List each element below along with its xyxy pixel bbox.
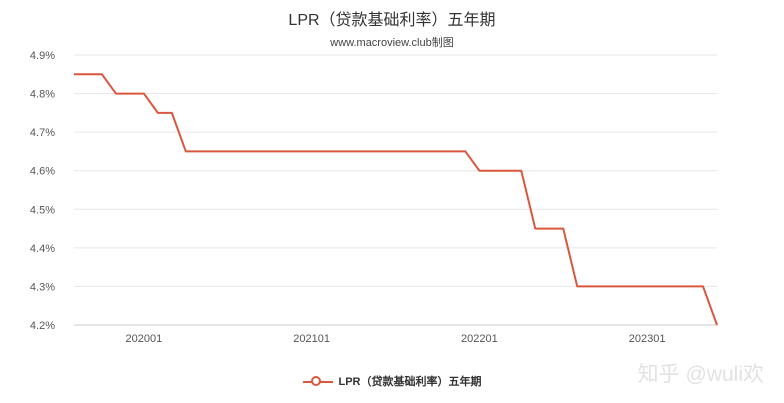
gridlines (74, 54, 717, 326)
y-tick-label: 4.4% (30, 243, 55, 255)
y-axis: 4.9% 4.8% 4.7% 4.6% 4.5% 4.4% 4.3% 4.2% (30, 50, 55, 332)
y-tick-label: 4.7% (30, 127, 55, 139)
series-line[interactable] (74, 73, 718, 326)
y-tick-label: 4.8% (30, 89, 55, 101)
legend[interactable]: LPR（贷款基础利率）五年期 (0, 373, 784, 389)
series (74, 73, 718, 326)
y-tick-label: 4.5% (30, 204, 55, 216)
legend-marker-icon (302, 376, 333, 388)
legend-label: LPR（贷款基础利率）五年期 (338, 376, 482, 388)
y-tick-label: 4.6% (30, 166, 55, 178)
x-tick-label: 202101 (293, 333, 330, 345)
x-tick-label: 202001 (126, 333, 163, 345)
y-tick-label: 4.2% (30, 320, 55, 332)
y-tick-label: 4.3% (30, 281, 55, 293)
chart-subtitle: www.macroview.club制图 (330, 37, 454, 49)
y-tick-label: 4.9% (30, 50, 55, 62)
x-tick-label: 202201 (461, 333, 498, 345)
chart-title: LPR（贷款基础利率）五年期 (288, 12, 496, 29)
x-axis: 202001 202101 202201 202301 (74, 324, 717, 345)
x-tick-label: 202301 (629, 333, 666, 345)
watermark: 知乎 @wuli欢 (637, 363, 764, 386)
